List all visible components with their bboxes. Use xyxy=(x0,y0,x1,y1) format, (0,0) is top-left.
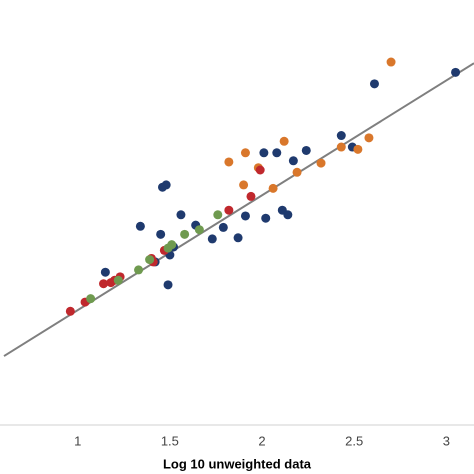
point xyxy=(316,158,326,168)
point xyxy=(163,280,173,290)
point xyxy=(369,79,379,89)
x-tick-label: 2.5 xyxy=(345,433,363,448)
point xyxy=(163,243,173,253)
point xyxy=(279,136,289,146)
point xyxy=(233,233,243,243)
point xyxy=(239,180,249,190)
point xyxy=(336,131,346,141)
point xyxy=(158,182,168,192)
point xyxy=(135,221,145,231)
fit-line xyxy=(3,62,474,357)
point xyxy=(283,210,293,220)
point xyxy=(213,210,223,220)
point xyxy=(99,279,109,289)
x-tick-label: 1 xyxy=(74,433,81,448)
point xyxy=(218,222,228,232)
point xyxy=(292,167,302,177)
point xyxy=(134,265,144,275)
point xyxy=(246,191,256,201)
point xyxy=(100,267,110,277)
x-tick-label: 2 xyxy=(258,433,265,448)
point xyxy=(364,133,374,143)
point xyxy=(259,148,269,158)
point xyxy=(156,229,166,239)
point xyxy=(176,210,186,220)
point xyxy=(288,156,298,166)
point xyxy=(194,225,204,235)
point xyxy=(268,183,278,193)
point xyxy=(272,148,282,158)
point xyxy=(224,157,234,167)
point xyxy=(451,67,461,77)
x-tick-label: 1.5 xyxy=(161,433,179,448)
point xyxy=(301,145,311,155)
point xyxy=(240,148,250,158)
point xyxy=(207,234,217,244)
point xyxy=(336,142,346,152)
point xyxy=(353,144,363,154)
x-axis-label: Log 10 unweighted data xyxy=(163,456,312,471)
point xyxy=(113,275,123,285)
point xyxy=(255,165,265,175)
point xyxy=(240,211,250,221)
point xyxy=(386,57,396,67)
point xyxy=(86,294,96,304)
point xyxy=(224,205,234,215)
point xyxy=(145,255,155,265)
point xyxy=(261,213,271,223)
point xyxy=(65,306,75,316)
point xyxy=(180,229,190,239)
x-tick-label: 3 xyxy=(443,433,450,448)
